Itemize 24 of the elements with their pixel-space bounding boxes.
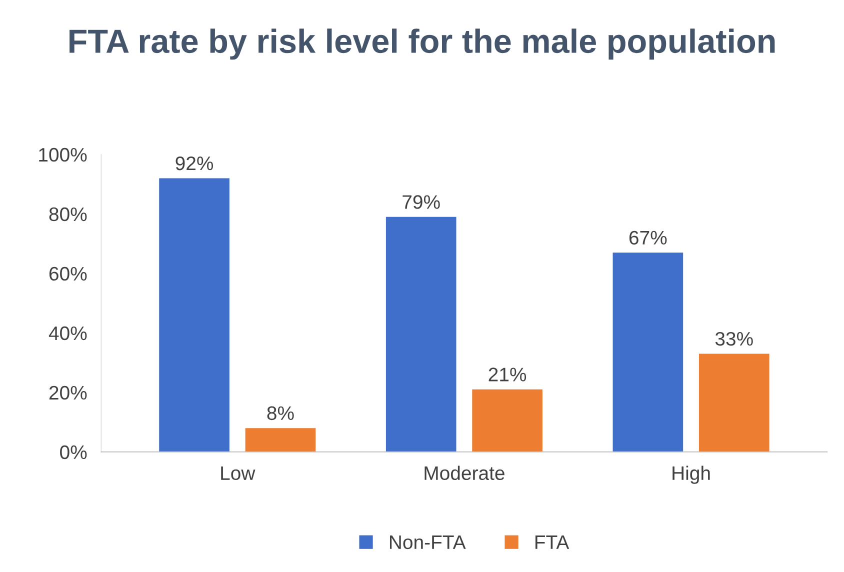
bar (245, 428, 316, 452)
y-tick-label: 20% (49, 386, 87, 400)
y-tick-label: 60% (49, 266, 87, 281)
x-tick-label: Low (221, 466, 256, 480)
data-label: 21% (488, 368, 526, 382)
y-tick-label: 100% (39, 148, 87, 162)
bar (159, 178, 230, 452)
legend-label: FTA (535, 536, 570, 549)
bar (386, 216, 456, 452)
x-tick-label: Moderate (424, 466, 504, 480)
bar (472, 389, 542, 452)
data-label: 67% (629, 230, 667, 245)
chart-title: FTA rate by risk level for the male population (70, 28, 775, 60)
data-label: 8% (267, 406, 294, 420)
x-tick-label: High (672, 466, 710, 484)
y-tick-label: 0% (60, 445, 87, 460)
data-label: 79% (402, 195, 440, 209)
legend-label: Non-FTA (390, 536, 466, 550)
bar (612, 252, 684, 452)
y-tick-label: 40% (48, 326, 87, 340)
y-tick-label: 80% (49, 207, 87, 222)
data-label: 92% (176, 156, 214, 170)
data-label: 33% (715, 332, 753, 346)
bar (698, 354, 770, 452)
